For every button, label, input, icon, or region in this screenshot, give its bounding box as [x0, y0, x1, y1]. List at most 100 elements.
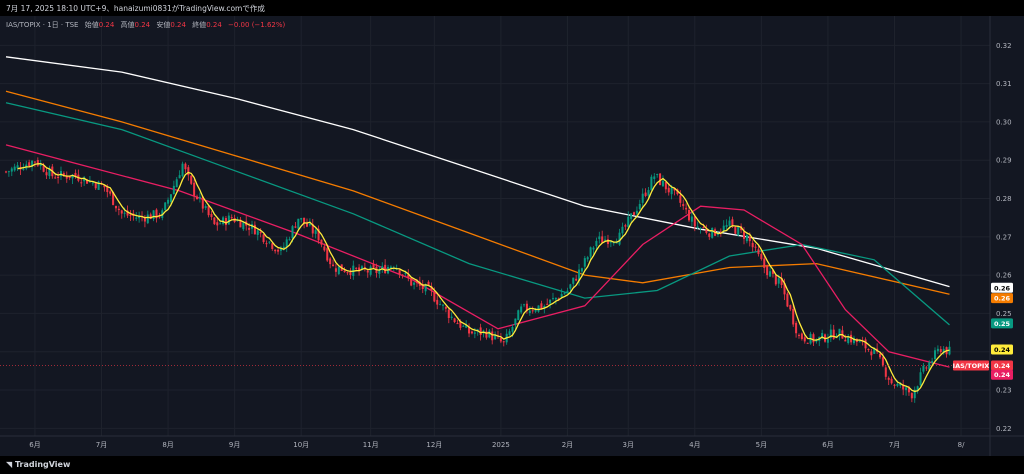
candle-body — [795, 322, 798, 334]
candle-body — [821, 333, 824, 339]
candle-body — [716, 233, 719, 235]
candle-body — [274, 249, 277, 252]
candle-body — [748, 236, 751, 242]
candle-body — [407, 274, 410, 279]
candle-body — [792, 308, 795, 325]
candle-body — [690, 216, 693, 222]
candle-body — [812, 334, 815, 343]
candle-body — [766, 266, 769, 276]
candle-body — [253, 224, 256, 235]
candle-body — [913, 389, 916, 399]
candle-body — [633, 212, 636, 215]
candle-body — [424, 284, 427, 292]
candle-body — [479, 327, 482, 335]
chart-frame — [0, 16, 1024, 456]
y-tick-label: 0.22 — [996, 425, 1012, 433]
candle-body — [462, 325, 465, 327]
candle-body — [664, 182, 667, 190]
candle-body — [329, 258, 332, 265]
tradingview-logo-icon: ◥ — [6, 460, 15, 469]
candle-body — [317, 228, 320, 241]
candle-body — [343, 270, 346, 273]
candle-body — [303, 217, 306, 224]
candle-body — [751, 242, 754, 248]
candle-body — [635, 210, 638, 214]
candle-body — [734, 226, 737, 234]
y-tick-label: 0.32 — [996, 42, 1012, 50]
candle-body — [456, 323, 459, 325]
x-tick-label: 7月 — [96, 441, 107, 449]
candle-body — [786, 293, 789, 307]
candle-body — [473, 332, 476, 334]
candle-body — [433, 292, 436, 302]
candle-body — [346, 272, 349, 274]
candle-body — [511, 326, 514, 332]
candle-body — [169, 194, 172, 202]
candle-body — [520, 306, 523, 313]
candle-body — [757, 249, 760, 255]
candle-body — [384, 264, 387, 274]
candle-body — [71, 174, 74, 179]
legend-open-label: 始値 — [84, 21, 99, 29]
candle-body — [465, 324, 468, 328]
candle-body — [566, 290, 569, 293]
candle-body — [939, 349, 942, 353]
candle-body — [65, 175, 68, 179]
candle-body — [578, 269, 581, 281]
candle-body — [320, 239, 323, 245]
legend-change: −0.00 (−1.62%) — [228, 21, 286, 29]
candle-body — [239, 219, 242, 228]
candle-body — [560, 294, 563, 298]
candle-body — [595, 240, 598, 247]
candle-body — [797, 334, 801, 336]
candle-body — [138, 216, 141, 219]
candle-body — [682, 204, 685, 207]
candle-body — [372, 264, 375, 268]
candle-body — [453, 318, 456, 323]
candle-body — [800, 333, 803, 339]
candle-body — [300, 218, 303, 220]
candle-body — [896, 383, 899, 386]
candle-body — [288, 239, 291, 241]
candle-body — [4, 171, 8, 173]
candle-body — [528, 310, 531, 313]
candle-body — [936, 348, 939, 352]
candle-body — [598, 236, 601, 240]
candle-body — [702, 227, 705, 229]
candle-body — [601, 236, 604, 243]
candle-body — [580, 268, 583, 272]
candle-body — [494, 335, 497, 340]
candle-body — [54, 177, 57, 179]
candle-body — [219, 223, 222, 225]
snapshot-header: 7月 17, 2025 18:10 UTC+9、hanaizumi0831がTr… — [0, 0, 1024, 16]
candle-body — [277, 249, 280, 252]
candle-body — [436, 299, 439, 305]
candle-body — [832, 329, 835, 339]
candle-body — [114, 205, 117, 209]
candle-body — [549, 299, 552, 304]
candle-body — [873, 347, 876, 354]
candle-body — [491, 331, 494, 341]
candle-body — [184, 163, 187, 170]
candle-body — [644, 192, 647, 197]
candle-body — [279, 247, 282, 251]
candle-body — [404, 272, 407, 274]
candle-body — [248, 227, 251, 230]
candle-body — [630, 213, 633, 219]
candle-body — [826, 339, 829, 343]
candle-body — [268, 241, 271, 243]
candle-body — [679, 195, 682, 203]
candle-body — [653, 176, 656, 179]
candle-body — [870, 351, 873, 356]
candle-body — [152, 210, 155, 219]
price-chart[interactable]: 0.32 0.31 0.30 0.29 0.28 0.27 0.26 0.25 0.24 0.23… — [0, 16, 1024, 456]
candle-body — [867, 349, 870, 351]
tradingview-logo[interactable]: ◥ TradingView — [6, 460, 70, 469]
candle-body — [120, 210, 123, 214]
short-moving-average-line — [17, 163, 950, 393]
x-tick-label: 12月 — [426, 441, 442, 449]
candle-body — [10, 168, 13, 172]
x-tick-label: 5月 — [756, 441, 767, 449]
candle-body — [80, 182, 83, 184]
candle-body — [774, 275, 777, 285]
